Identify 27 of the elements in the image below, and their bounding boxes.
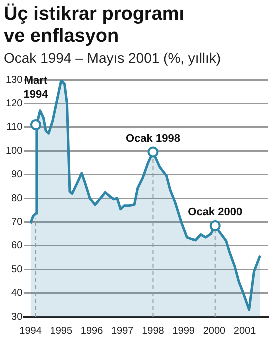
x-tick-label: 1996 bbox=[80, 326, 104, 337]
x-tick-label: 2001 bbox=[234, 326, 257, 337]
y-tick-label: 120 bbox=[6, 98, 24, 110]
y-tick-label: 100 bbox=[6, 146, 24, 157]
x-tick-label: 1995 bbox=[50, 326, 73, 337]
point bbox=[148, 146, 159, 158]
x-tick-label: 1998 bbox=[142, 326, 165, 337]
y-tick-label: 90 bbox=[12, 170, 24, 181]
y-tick-label: 110 bbox=[6, 122, 24, 134]
point bbox=[30, 120, 42, 131]
chart-subtitle: Ocak 1994 – Mayıs 2001 (%, yıllık) bbox=[4, 50, 222, 66]
point bbox=[210, 220, 221, 232]
x-tick-label: 1999 bbox=[172, 326, 196, 337]
y-tick-label: 70 bbox=[12, 216, 24, 228]
x-tick-label: 2000 bbox=[203, 326, 226, 337]
y-tick-label: 50 bbox=[12, 264, 24, 276]
y-tick-label: 130 bbox=[6, 74, 24, 86]
annotation: Mart 1994 bbox=[24, 74, 50, 101]
annotation: Ocak 1998 bbox=[126, 132, 180, 145]
annotation: Ocak 2000 bbox=[188, 206, 243, 219]
chart-title: Üç istikrar programı ve enflasyon bbox=[4, 4, 186, 48]
y-tick-label: 40 bbox=[12, 288, 24, 300]
x-tick-label: 1994 bbox=[20, 326, 42, 337]
x-tick-label: 1997 bbox=[112, 326, 134, 337]
y-tick-label: 60 bbox=[12, 240, 24, 252]
y-tick-label: 30 bbox=[12, 312, 24, 323]
y-tick-label: 80 bbox=[12, 193, 24, 204]
